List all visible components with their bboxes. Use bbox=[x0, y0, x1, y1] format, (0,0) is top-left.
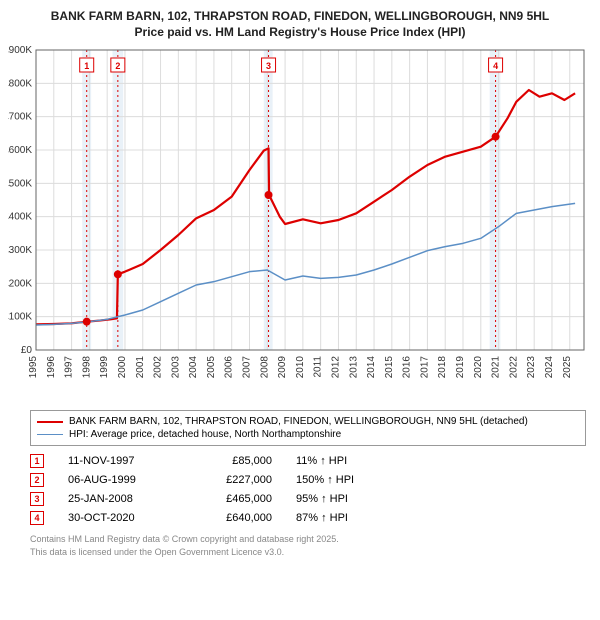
svg-text:1997: 1997 bbox=[64, 356, 75, 379]
svg-text:£0: £0 bbox=[21, 345, 33, 356]
svg-text:2000: 2000 bbox=[117, 356, 128, 379]
transaction-pct: 95% ↑ HPI bbox=[296, 493, 396, 505]
transaction-pct: 150% ↑ HPI bbox=[296, 474, 396, 486]
legend-label: BANK FARM BARN, 102, THRAPSTON ROAD, FIN… bbox=[69, 416, 528, 427]
svg-text:1995: 1995 bbox=[28, 356, 39, 379]
svg-text:2013: 2013 bbox=[348, 356, 359, 379]
svg-text:2007: 2007 bbox=[242, 356, 253, 379]
svg-text:£700K: £700K bbox=[8, 112, 32, 123]
svg-text:£300K: £300K bbox=[8, 245, 32, 256]
svg-text:2001: 2001 bbox=[135, 356, 146, 379]
transaction-price: £640,000 bbox=[192, 512, 272, 524]
transaction-badge: 2 bbox=[30, 473, 44, 487]
svg-text:£800K: £800K bbox=[8, 79, 32, 90]
title-line1: BANK FARM BARN, 102, THRAPSTON ROAD, FIN… bbox=[8, 8, 592, 24]
svg-text:2021: 2021 bbox=[491, 356, 502, 379]
svg-text:2017: 2017 bbox=[419, 356, 430, 379]
transaction-date: 06-AUG-1999 bbox=[68, 474, 168, 486]
svg-text:2024: 2024 bbox=[544, 356, 555, 379]
transaction-price: £227,000 bbox=[192, 474, 272, 486]
transaction-row: 4 30-OCT-2020 £640,000 87% ↑ HPI bbox=[30, 511, 592, 525]
transaction-row: 2 06-AUG-1999 £227,000 150% ↑ HPI bbox=[30, 473, 592, 487]
svg-text:2019: 2019 bbox=[455, 356, 466, 379]
legend: BANK FARM BARN, 102, THRAPSTON ROAD, FIN… bbox=[30, 410, 586, 446]
svg-text:1999: 1999 bbox=[99, 356, 110, 379]
svg-text:£400K: £400K bbox=[8, 212, 32, 223]
chart-title: BANK FARM BARN, 102, THRAPSTON ROAD, FIN… bbox=[8, 8, 592, 40]
svg-text:£900K: £900K bbox=[8, 45, 32, 56]
svg-text:2022: 2022 bbox=[508, 356, 519, 379]
svg-text:2010: 2010 bbox=[295, 356, 306, 379]
svg-text:2020: 2020 bbox=[473, 356, 484, 379]
transaction-row: 3 25-JAN-2008 £465,000 95% ↑ HPI bbox=[30, 492, 592, 506]
svg-text:2004: 2004 bbox=[188, 356, 199, 379]
transaction-pct: 11% ↑ HPI bbox=[296, 455, 396, 467]
legend-item: HPI: Average price, detached house, Nort… bbox=[37, 428, 579, 441]
svg-text:2014: 2014 bbox=[366, 356, 377, 379]
footer-line1: Contains HM Land Registry data © Crown c… bbox=[30, 533, 592, 545]
svg-text:2002: 2002 bbox=[153, 356, 164, 379]
svg-text:1: 1 bbox=[84, 61, 89, 71]
title-line2: Price paid vs. HM Land Registry's House … bbox=[8, 24, 592, 40]
svg-text:2006: 2006 bbox=[224, 356, 235, 379]
transaction-badge: 1 bbox=[30, 454, 44, 468]
svg-text:2: 2 bbox=[115, 61, 120, 71]
svg-text:£200K: £200K bbox=[8, 279, 32, 290]
svg-text:1996: 1996 bbox=[46, 356, 57, 379]
svg-text:£600K: £600K bbox=[8, 145, 32, 156]
transaction-pct: 87% ↑ HPI bbox=[296, 512, 396, 524]
legend-item: BANK FARM BARN, 102, THRAPSTON ROAD, FIN… bbox=[37, 415, 579, 428]
legend-swatch bbox=[37, 434, 63, 435]
svg-text:4: 4 bbox=[493, 61, 498, 71]
svg-text:£500K: £500K bbox=[8, 179, 32, 190]
transaction-row: 1 11-NOV-1997 £85,000 11% ↑ HPI bbox=[30, 454, 592, 468]
transaction-badge: 3 bbox=[30, 492, 44, 506]
svg-text:2025: 2025 bbox=[562, 356, 573, 379]
svg-text:2009: 2009 bbox=[277, 356, 288, 379]
transactions-table: 1 11-NOV-1997 £85,000 11% ↑ HPI 2 06-AUG-1999… bbox=[30, 454, 592, 525]
svg-text:2012: 2012 bbox=[330, 356, 341, 379]
legend-swatch bbox=[37, 421, 63, 423]
svg-text:2015: 2015 bbox=[384, 356, 395, 379]
svg-text:3: 3 bbox=[266, 61, 271, 71]
svg-text:2011: 2011 bbox=[313, 356, 324, 378]
svg-text:2008: 2008 bbox=[259, 356, 270, 379]
transaction-date: 25-JAN-2008 bbox=[68, 493, 168, 505]
transaction-date: 30-OCT-2020 bbox=[68, 512, 168, 524]
svg-text:1998: 1998 bbox=[81, 356, 92, 379]
svg-text:2003: 2003 bbox=[170, 356, 181, 379]
footer-line2: This data is licensed under the Open Gov… bbox=[30, 546, 592, 558]
svg-text:2005: 2005 bbox=[206, 356, 217, 379]
svg-text:2016: 2016 bbox=[402, 356, 413, 379]
svg-text:2018: 2018 bbox=[437, 356, 448, 379]
svg-text:£100K: £100K bbox=[8, 312, 32, 323]
legend-label: HPI: Average price, detached house, Nort… bbox=[69, 429, 341, 440]
transaction-price: £85,000 bbox=[192, 455, 272, 467]
svg-text:2023: 2023 bbox=[526, 356, 537, 379]
footer-attribution: Contains HM Land Registry data © Crown c… bbox=[30, 533, 592, 557]
price-chart: £0 £100K £200K £300K £400K £500K £600K £700K £80… bbox=[8, 44, 592, 404]
transaction-date: 11-NOV-1997 bbox=[68, 455, 168, 467]
transaction-price: £465,000 bbox=[192, 493, 272, 505]
transaction-badge: 4 bbox=[30, 511, 44, 525]
